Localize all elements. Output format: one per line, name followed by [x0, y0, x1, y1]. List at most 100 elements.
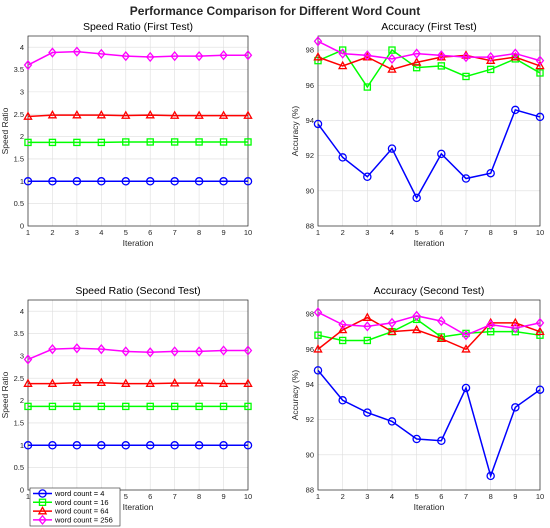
data-point [24, 138, 32, 147]
data-point [412, 193, 421, 203]
x-axis-label: Iteration [123, 238, 154, 248]
data-point [122, 138, 130, 146]
legend-label: word count = 256 [54, 516, 113, 525]
data-point [244, 402, 252, 411]
y-tick-label: 98 [306, 310, 314, 319]
y-tick-label: 88 [306, 486, 314, 495]
legend-marker [37, 505, 48, 515]
data-point [97, 138, 106, 147]
data-point [97, 48, 106, 60]
data-point [461, 383, 471, 393]
data-point [363, 408, 372, 417]
legend-marker [38, 498, 47, 507]
data-point [170, 50, 179, 62]
data-point [461, 344, 471, 353]
data-point [23, 441, 33, 450]
legend-entry: word count = 4 [33, 489, 104, 498]
data-point [387, 64, 397, 73]
data-point [72, 377, 82, 387]
x-tick-label: 10 [244, 492, 252, 501]
x-tick-label: 9 [221, 492, 225, 501]
series-line [27, 347, 248, 361]
x-tick-label: 6 [439, 228, 443, 237]
x-tick-label: 9 [513, 492, 517, 501]
y-tick-label: 3 [20, 87, 24, 96]
series-line [28, 381, 248, 385]
data-point [387, 317, 397, 329]
data-point [243, 441, 253, 450]
data-point [411, 57, 422, 66]
x-tick-label: 3 [365, 228, 369, 237]
data-point [535, 112, 545, 122]
data-point [97, 441, 106, 450]
y-tick-label: 0 [20, 486, 24, 495]
y-tick-label: 96 [306, 81, 314, 90]
series-2 [24, 138, 252, 147]
data-point [72, 46, 82, 57]
series-line [317, 316, 541, 351]
data-point [535, 317, 545, 329]
series-line [317, 318, 541, 342]
x-tick-label: 4 [99, 228, 103, 237]
x-tick-label: 1 [26, 492, 30, 501]
plot-area [28, 300, 248, 490]
x-tick-label: 8 [489, 228, 493, 237]
data-point [412, 310, 421, 321]
data-point [411, 324, 422, 334]
data-point [535, 326, 545, 336]
subplot-4: 1 2 3 4 5 6 7 8 9 10 88 90 92 94 96 98 Iteration Accuracy… [290, 285, 545, 512]
y-tick-label: 96 [306, 345, 314, 354]
x-tick-label: 5 [415, 492, 419, 501]
x-tick-label: 10 [244, 228, 252, 237]
y-axis-label: Accuracy (%) [290, 370, 300, 421]
data-point [244, 138, 252, 146]
subplot-1: 1 2 3 4 5 6 7 8 9 10 0 0.5 1 1.5 2 2.5 3 3.5 4 Iteration Spe… [0, 21, 253, 248]
y-tick-label: 88 [306, 222, 314, 231]
y-tick-label: 92 [306, 415, 314, 424]
series-line [317, 40, 541, 62]
data-point [97, 344, 106, 355]
data-point [387, 53, 397, 65]
data-point [146, 138, 154, 146]
data-point [437, 50, 446, 61]
y-axis-label: Speed Ratio [0, 371, 10, 418]
y-tick-label: 94 [306, 380, 314, 389]
x-tick-label: 4 [390, 228, 394, 237]
data-point [219, 138, 228, 146]
x-tick-label: 1 [26, 228, 30, 237]
data-point [47, 110, 58, 119]
data-point [23, 177, 33, 186]
data-point [243, 110, 253, 119]
x-axis-label: Iteration [414, 238, 445, 248]
data-point [72, 441, 82, 450]
y-tick-label: 2.5 [14, 110, 24, 119]
data-point [96, 377, 107, 387]
axes-frame [317, 299, 541, 491]
x-tick-label: 8 [197, 228, 201, 237]
data-point [535, 60, 545, 70]
series-3 [313, 312, 545, 353]
series-4 [313, 36, 545, 66]
data-point [170, 441, 179, 450]
legend-label: word count = 16 [54, 498, 109, 507]
x-tick-label: 7 [173, 228, 177, 237]
data-point [314, 331, 322, 339]
data-point [313, 366, 323, 375]
data-point [219, 402, 228, 411]
y-tick-label: 0.5 [14, 199, 24, 208]
data-point [170, 346, 179, 357]
data-point [387, 144, 397, 153]
x-tick-label: 7 [464, 228, 468, 237]
series-line [27, 114, 248, 118]
data-point [121, 378, 131, 387]
data-point [486, 51, 495, 63]
data-point [194, 346, 204, 357]
data-point [219, 177, 228, 186]
legend-label: word count = 4 [54, 489, 104, 498]
y-tick-label: 3.5 [14, 65, 24, 74]
x-tick-label: 2 [50, 228, 54, 237]
data-point [510, 317, 521, 327]
data-point [313, 344, 323, 353]
legend-entry: word count = 256 [33, 514, 113, 526]
